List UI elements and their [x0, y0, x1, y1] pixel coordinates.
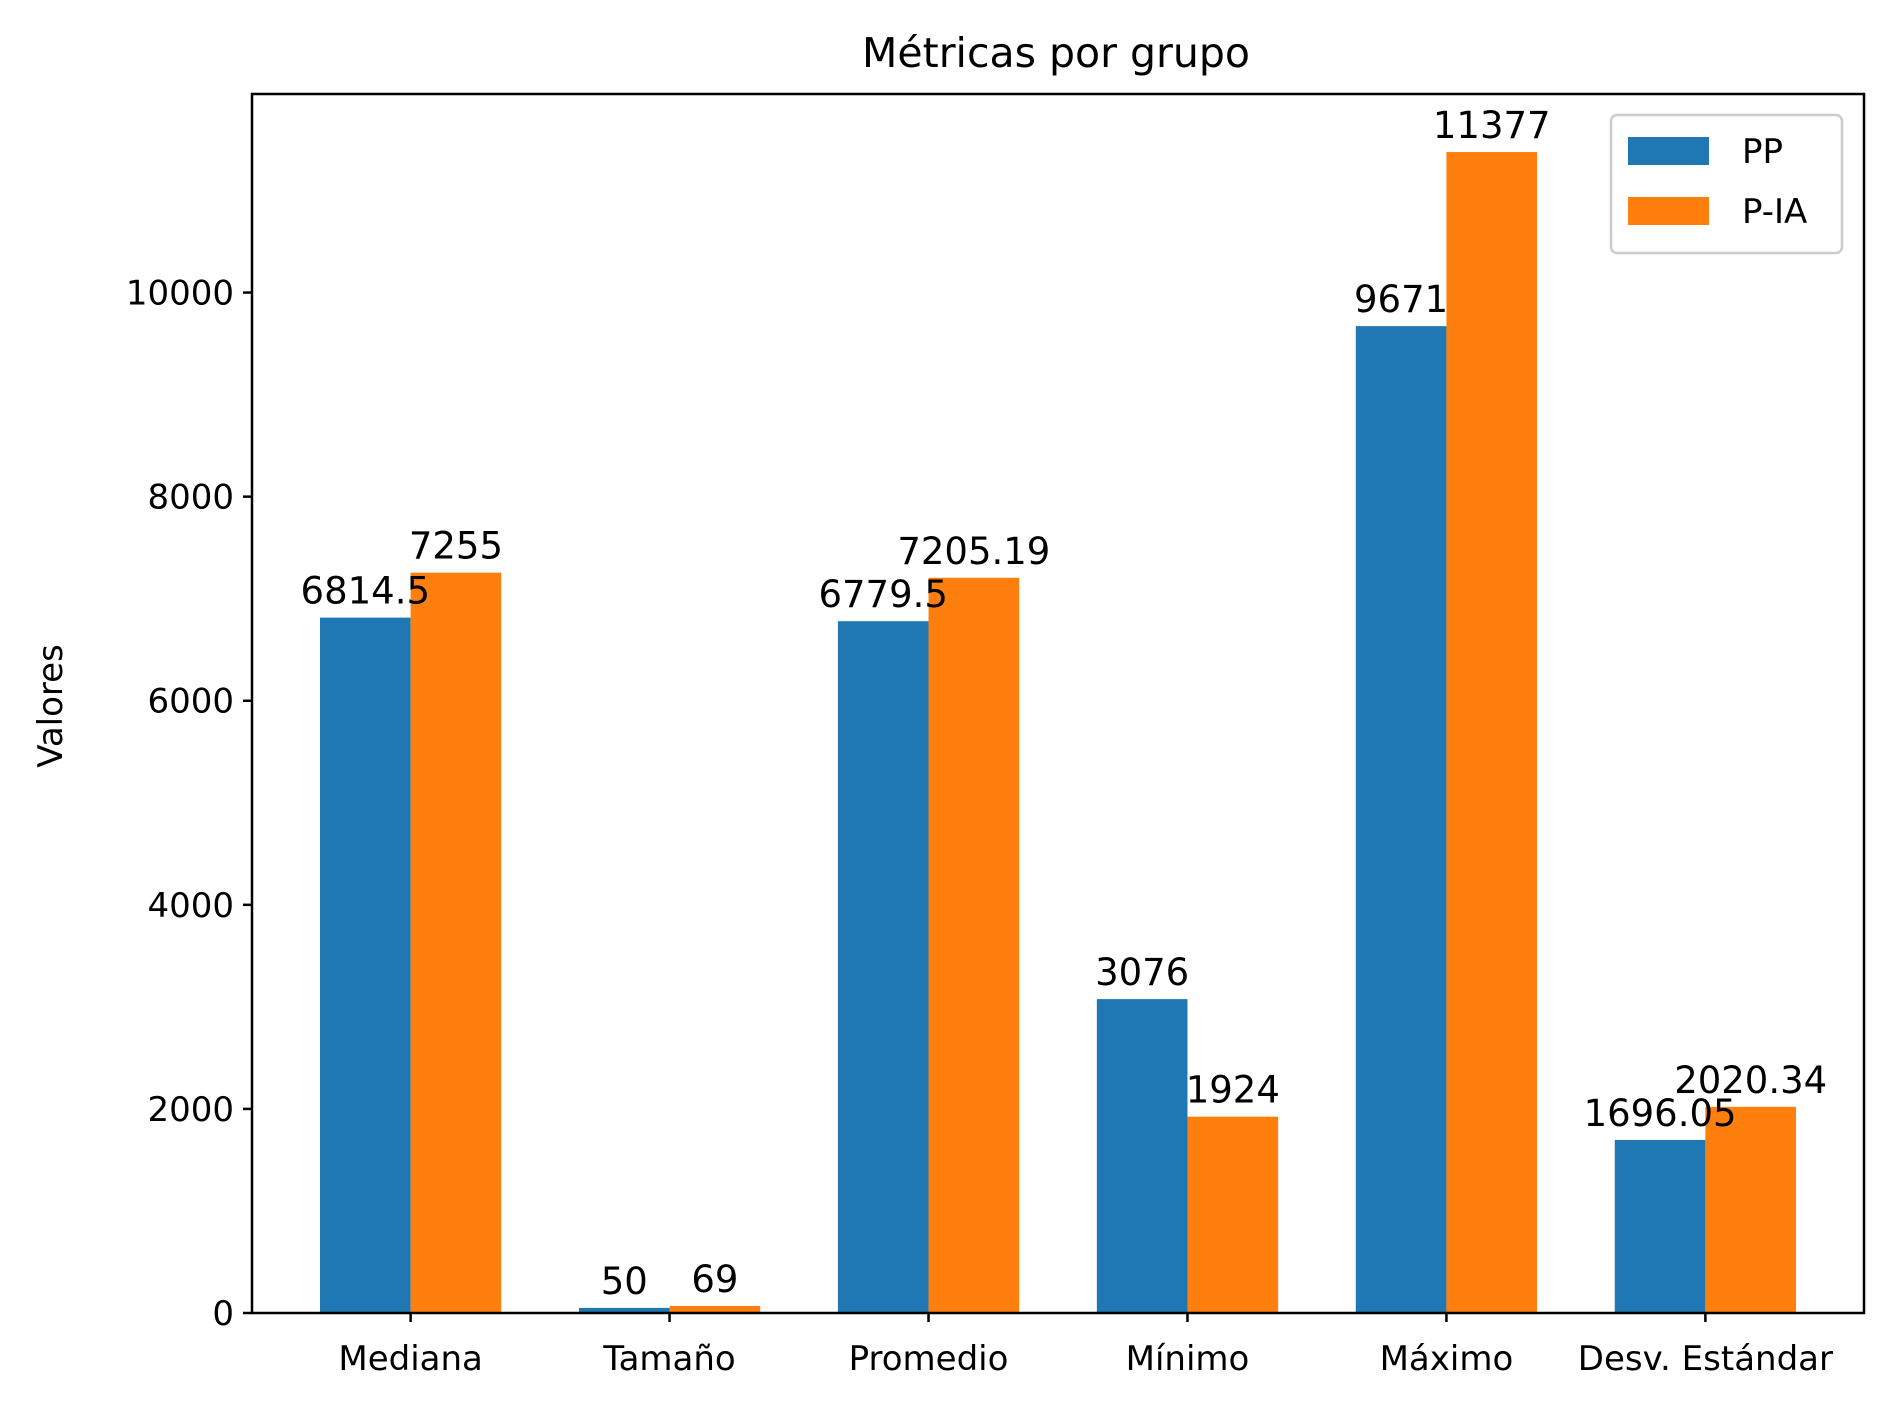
bar-label-p-ia-5: 2020.34 — [1674, 1059, 1827, 1102]
x-tick-label-1: Tamaño — [602, 1339, 735, 1379]
bar-p-ia-1 — [669, 1305, 761, 1313]
x-tick-label-0: Mediana — [338, 1339, 483, 1379]
legend-label-pp: PP — [1742, 132, 1783, 172]
bar-label-p-ia-0: 7255 — [409, 525, 503, 568]
bar-pp-1 — [578, 1307, 670, 1313]
bar-label-pp-3: 3076 — [1095, 951, 1189, 994]
bar-label-p-ia-3: 1924 — [1186, 1069, 1280, 1112]
y-axis-label: Valores — [31, 644, 71, 768]
bar-p-ia-2 — [928, 577, 1020, 1313]
y-tick-label-1: 2000 — [147, 1090, 234, 1130]
bar-p-ia-0 — [410, 572, 502, 1313]
x-tick-label-2: Promedio — [849, 1339, 1009, 1379]
y-tick-label-5: 10000 — [126, 274, 234, 314]
legend-swatch-p-ia — [1628, 197, 1709, 225]
y-tick-label-3: 6000 — [147, 682, 234, 722]
y-tick-label-0: 0 — [212, 1294, 234, 1334]
y-tick-label-4: 8000 — [147, 478, 234, 518]
x-tick-label-4: Máximo — [1380, 1339, 1514, 1379]
chart-title: Métricas por grupo — [862, 29, 1250, 77]
y-axis-ticks: 0 2000 4000 6000 8000 10000 — [126, 274, 252, 1334]
bar-pp-3 — [1096, 999, 1188, 1313]
y-tick-label-2: 4000 — [147, 886, 234, 926]
x-axis-ticks: Mediana Tamaño Promedio Mínimo Máximo Desv. E… — [338, 1313, 1833, 1379]
bar-label-p-ia-2: 7205.19 — [897, 530, 1050, 573]
bar-p-ia-5 — [1705, 1106, 1797, 1313]
bar-label-pp-5: 1696.05 — [1584, 1092, 1737, 1135]
bar-labels-layer: 6814.5 50 6779.5 3076 9671 1696.05 7255 69 7205.… — [301, 104, 1828, 1303]
bar-p-ia-3 — [1187, 1116, 1279, 1313]
legend-box — [1609, 113, 1844, 255]
plot-frame — [250, 92, 1866, 1315]
bar-pp-5 — [1614, 1139, 1706, 1313]
legend: PP P-IA — [1609, 113, 1844, 255]
bar-label-p-ia-1: 69 — [691, 1258, 738, 1301]
bar-label-pp-4: 9671 — [1354, 278, 1448, 321]
x-tick-label-3: Mínimo — [1126, 1339, 1250, 1379]
bar-label-pp-0: 6814.5 — [301, 570, 430, 613]
bars-layer — [319, 152, 1797, 1314]
legend-label-p-ia: P-IA — [1742, 192, 1807, 232]
x-tick-label-5: Desv. Estándar — [1578, 1339, 1833, 1379]
bar-pp-4 — [1355, 326, 1447, 1313]
bar-p-ia-4 — [1446, 152, 1538, 1314]
bar-pp-2 — [837, 621, 929, 1313]
bar-label-pp-2: 6779.5 — [818, 573, 947, 616]
legend-swatch-pp — [1628, 137, 1709, 165]
bar-label-p-ia-4: 11377 — [1433, 104, 1551, 147]
bar-pp-0 — [319, 617, 411, 1313]
bar-label-pp-1: 50 — [601, 1260, 648, 1303]
